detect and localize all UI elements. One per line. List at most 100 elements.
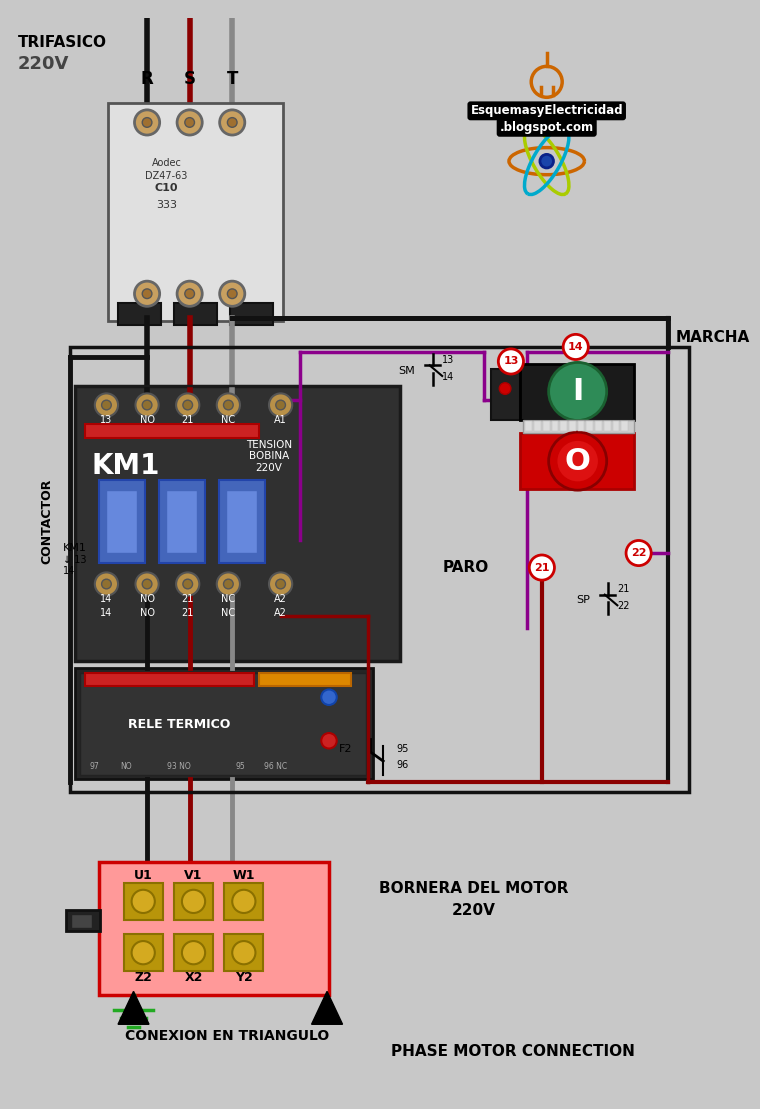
Text: KM1: KM1 (92, 452, 160, 480)
Text: SP: SP (576, 596, 591, 606)
Text: 333: 333 (156, 200, 177, 210)
Text: 95: 95 (235, 762, 245, 772)
Bar (224, 883, 263, 919)
Circle shape (549, 363, 606, 420)
Circle shape (276, 400, 286, 410)
Circle shape (135, 394, 159, 417)
Text: PHASE MOTOR CONNECTION: PHASE MOTOR CONNECTION (391, 1044, 635, 1059)
Text: 93 NO: 93 NO (167, 762, 191, 772)
Circle shape (95, 394, 118, 417)
Circle shape (185, 288, 195, 298)
Bar (66, 910, 100, 932)
Bar (613, 421, 619, 431)
Circle shape (183, 579, 192, 589)
Circle shape (269, 572, 293, 596)
Circle shape (131, 889, 155, 913)
Text: 22: 22 (617, 601, 630, 611)
Circle shape (321, 690, 337, 705)
Circle shape (220, 282, 245, 306)
Circle shape (102, 579, 111, 589)
Circle shape (276, 579, 286, 589)
Circle shape (529, 554, 555, 580)
Circle shape (499, 349, 524, 374)
Text: 21: 21 (182, 593, 194, 603)
Circle shape (135, 282, 160, 306)
Circle shape (269, 394, 293, 417)
Text: NC: NC (221, 415, 236, 425)
Bar (174, 883, 213, 919)
Text: 21: 21 (617, 583, 630, 593)
Bar (174, 934, 213, 971)
Bar (85, 425, 259, 438)
Text: TENSION
BOBINA
220V: TENSION BOBINA 220V (246, 439, 292, 472)
Bar (166, 490, 198, 553)
Circle shape (182, 942, 205, 965)
Text: T: T (226, 70, 238, 88)
Circle shape (626, 540, 651, 566)
Text: 220V: 220V (452, 903, 496, 917)
Text: S: S (184, 70, 195, 88)
Text: 14: 14 (100, 593, 112, 603)
Bar (85, 673, 255, 685)
Text: 13: 13 (442, 355, 454, 365)
Circle shape (182, 889, 205, 913)
Bar (224, 934, 263, 971)
Text: U1: U1 (134, 868, 153, 882)
Text: 14: 14 (568, 342, 584, 352)
Text: BORNERA DEL MOTOR: BORNERA DEL MOTOR (379, 882, 569, 896)
Circle shape (176, 572, 199, 596)
Text: RELE TERMICO: RELE TERMICO (128, 718, 230, 731)
Circle shape (142, 118, 152, 128)
Bar (543, 421, 549, 431)
Text: NC: NC (221, 593, 236, 603)
Circle shape (321, 733, 337, 749)
Text: 96 NC: 96 NC (264, 762, 287, 772)
Text: A1: A1 (274, 415, 287, 425)
Text: X2: X2 (185, 971, 203, 985)
Circle shape (102, 400, 111, 410)
Text: MARCHA: MARCHA (676, 329, 749, 345)
Circle shape (217, 572, 240, 596)
Text: Z2: Z2 (135, 971, 152, 985)
Text: NO: NO (140, 593, 154, 603)
Circle shape (227, 118, 237, 128)
Bar (106, 490, 138, 553)
Text: I: I (572, 377, 584, 406)
Text: 21: 21 (534, 562, 549, 572)
Text: CONTACTOR: CONTACTOR (40, 478, 53, 563)
Text: NO: NO (120, 762, 131, 772)
Text: ↓ 13: ↓ 13 (63, 554, 87, 564)
Text: KM1: KM1 (63, 543, 87, 553)
Polygon shape (312, 991, 343, 1025)
Circle shape (233, 942, 255, 965)
Bar (520, 433, 634, 489)
Text: O: O (565, 447, 591, 476)
Bar (552, 421, 559, 431)
Text: A2: A2 (274, 593, 287, 603)
Circle shape (223, 400, 233, 410)
Bar (621, 421, 628, 431)
Circle shape (142, 288, 152, 298)
Text: NO: NO (140, 415, 154, 425)
Circle shape (556, 440, 599, 482)
Text: 22: 22 (631, 548, 646, 558)
Text: NO: NO (140, 608, 154, 618)
Circle shape (183, 400, 192, 410)
Circle shape (227, 288, 237, 298)
Text: SM: SM (398, 366, 415, 376)
Text: 96: 96 (397, 760, 409, 770)
Bar (259, 673, 351, 685)
Bar (523, 419, 634, 433)
Text: 13: 13 (503, 356, 518, 366)
Circle shape (177, 282, 202, 306)
Text: DZ47-63: DZ47-63 (145, 171, 188, 181)
Bar (159, 480, 205, 562)
Text: A2: A2 (274, 608, 287, 618)
Bar (219, 480, 265, 562)
Bar (75, 386, 400, 661)
Circle shape (142, 579, 152, 589)
Text: TRIFASICO: TRIFASICO (17, 35, 106, 50)
Text: 21: 21 (182, 415, 194, 425)
Circle shape (540, 154, 553, 167)
Text: .blogspot.com: .blogspot.com (499, 121, 594, 134)
